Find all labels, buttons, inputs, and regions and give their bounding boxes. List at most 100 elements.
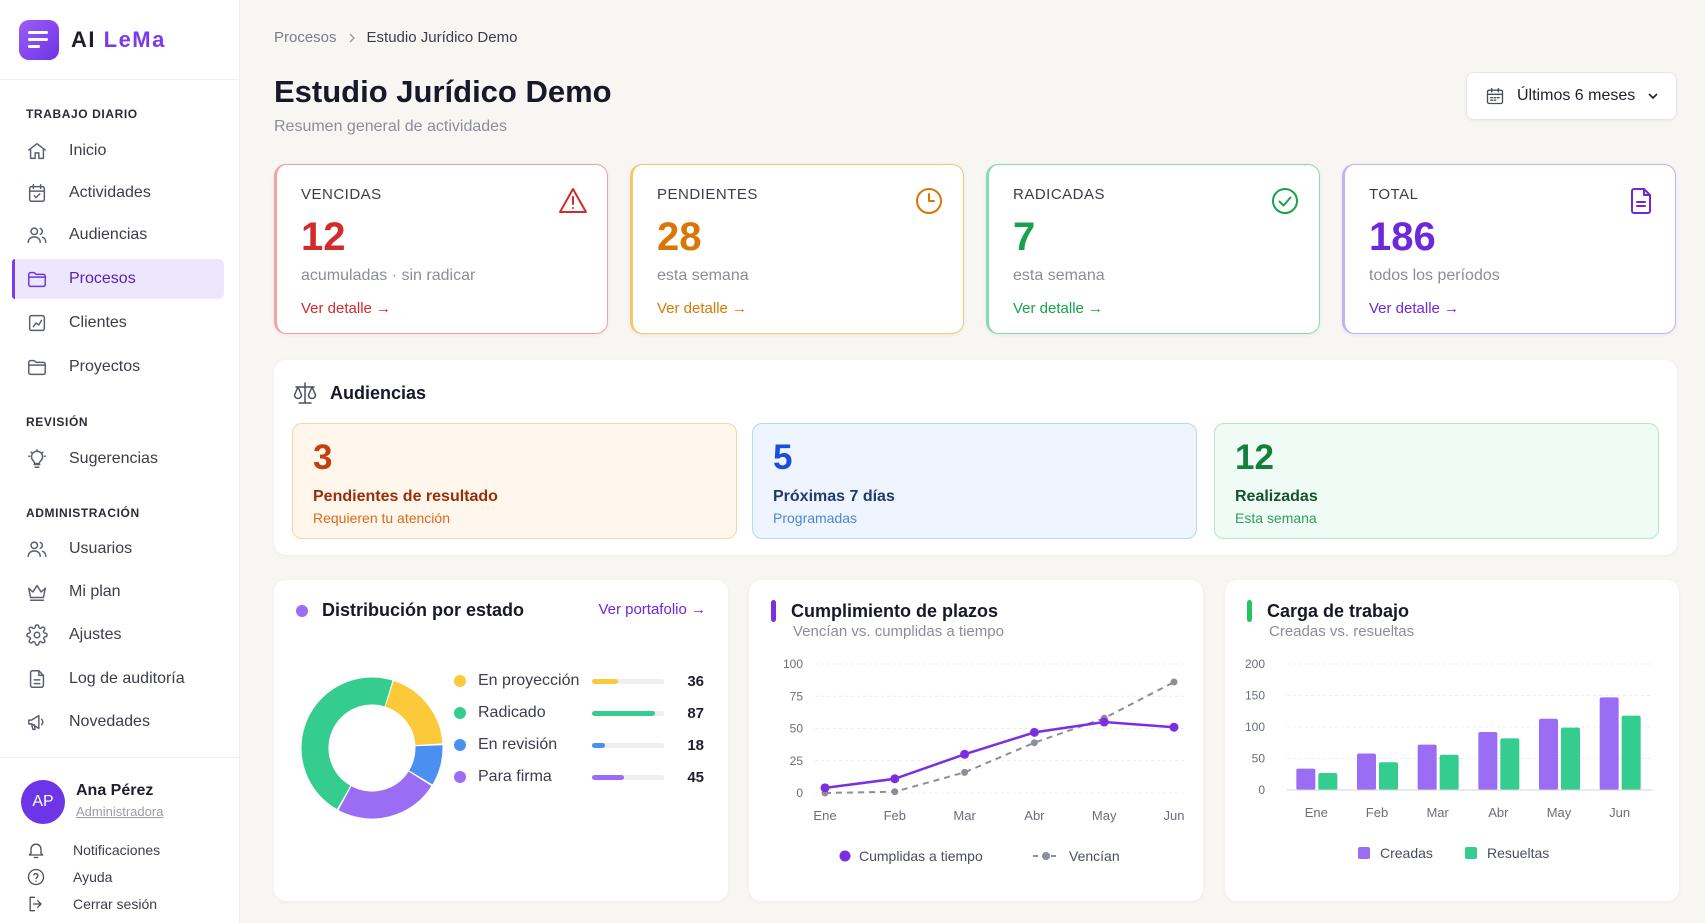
- bar[interactable]: [1539, 718, 1558, 790]
- donut-slice[interactable]: [300, 676, 444, 820]
- bar[interactable]: [1621, 715, 1641, 790]
- status-dot-icon: [454, 739, 466, 751]
- accent-bar-icon: [1247, 600, 1252, 622]
- purple-dot-icon: [296, 604, 308, 617]
- sidebar-item-log-auditoria[interactable]: Log de auditoría: [12, 659, 224, 699]
- kpi-detail-link[interactable]: Ver detalle →: [657, 300, 748, 317]
- megaphone-icon: [28, 714, 44, 731]
- sidebar-item-ajustes[interactable]: Ajustes: [12, 615, 224, 655]
- donut-chart: [300, 676, 444, 820]
- data-point[interactable]: [1169, 722, 1179, 732]
- kpi-card-vencidas[interactable]: VENCIDAS 12 acumuladas · sin radicar Ver…: [274, 164, 608, 334]
- sidebar-item-clientes[interactable]: Clientes: [12, 303, 224, 343]
- x-tick-label: Jun: [1164, 808, 1185, 823]
- data-point[interactable]: [960, 749, 970, 759]
- sidebar-item-procesos[interactable]: Procesos: [12, 259, 224, 299]
- y-tick-label: 75: [790, 689, 804, 703]
- status-legend-item[interactable]: Radicado 87: [454, 703, 704, 723]
- carga-subtitle: Creadas vs. resueltas: [1269, 623, 1415, 640]
- breadcrumb-item-procesos[interactable]: Procesos: [274, 29, 337, 46]
- file-icon: [1625, 185, 1657, 217]
- brand-name: AI LeMa: [71, 26, 166, 52]
- crown-icon: [28, 584, 46, 601]
- audiencias-header: Audiencias: [292, 380, 426, 406]
- bar[interactable]: [1500, 738, 1520, 790]
- donut-slice[interactable]: [300, 676, 444, 820]
- ver-portafolio-link[interactable]: Ver portafolio →: [598, 601, 706, 618]
- sidebar-item-mi-plan[interactable]: Mi plan: [12, 572, 224, 612]
- data-point[interactable]: [890, 774, 900, 784]
- legend-label: Creadas: [1380, 845, 1433, 861]
- kpi-card-total[interactable]: TOTAL 186 todos los períodos Ver detalle…: [1342, 164, 1676, 334]
- data-point[interactable]: [1099, 717, 1109, 727]
- nav-section-revision: REVISIÓN: [26, 415, 89, 429]
- clock-icon: [913, 185, 945, 217]
- audiencias-realizadas[interactable]: 12 Realizadas Esta semana: [1214, 423, 1659, 539]
- sidebar-item-label: Ajustes: [69, 626, 122, 643]
- bar[interactable]: [1561, 727, 1580, 790]
- sidebar-item-novedades[interactable]: Novedades: [12, 702, 224, 742]
- sidebar-item-sugerencias[interactable]: Sugerencias: [12, 439, 224, 479]
- kpi-card-pendientes[interactable]: PENDIENTES 28 esta semana Ver detalle →: [630, 164, 964, 334]
- kpi-value: 186: [1369, 215, 1436, 259]
- bar[interactable]: [1318, 772, 1338, 790]
- audiencias-pendientes[interactable]: 3 Pendientes de resultado Requieren tu a…: [292, 423, 737, 539]
- sidebar-item-audiencias[interactable]: Audiencias: [12, 215, 224, 255]
- kpi-card-radicadas[interactable]: RADICADAS 7 esta semana Ver detalle →: [986, 164, 1320, 334]
- audiencias-proximas[interactable]: 5 Próximas 7 días Programadas: [752, 423, 1197, 539]
- data-point[interactable]: [961, 768, 969, 776]
- brand[interactable]: AI LeMa: [0, 0, 239, 80]
- kpi-label: PENDIENTES: [657, 186, 758, 203]
- audiencias-box-subtitle: Requieren tu atención: [313, 510, 450, 526]
- data-point[interactable]: [820, 783, 830, 793]
- x-tick-label: May: [1547, 805, 1572, 820]
- status-dot-icon: [454, 771, 466, 783]
- carga-card: Carga de trabajo Creadas vs. resueltas 0…: [1225, 580, 1679, 901]
- cumplimiento-subtitle: Vencían vs. cumplidas a tiempo: [793, 623, 1004, 640]
- sidebar-item-actividades[interactable]: Actividades: [12, 173, 224, 213]
- status-legend-item[interactable]: En proyección 36: [454, 671, 704, 691]
- notifications-link[interactable]: Notificaciones: [26, 840, 160, 860]
- kpi-detail-link[interactable]: Ver detalle →: [301, 300, 392, 317]
- sidebar-item-usuarios[interactable]: Usuarios: [12, 529, 224, 569]
- data-point[interactable]: [1029, 727, 1039, 737]
- sidebar-item-label: Clientes: [69, 314, 127, 331]
- kpi-detail-link[interactable]: Ver detalle →: [1369, 300, 1460, 317]
- avatar[interactable]: AP: [21, 780, 65, 824]
- data-point[interactable]: [1170, 678, 1178, 686]
- x-tick-label: Feb: [1366, 805, 1388, 820]
- logout-link[interactable]: Cerrar sesión: [26, 894, 157, 914]
- distribucion-card: Distribución por estado Ver portafolio →…: [274, 580, 728, 901]
- y-tick-label: 25: [790, 754, 804, 768]
- bar[interactable]: [1478, 732, 1498, 790]
- kpi-detail-link[interactable]: Ver detalle →: [1013, 300, 1104, 317]
- bar[interactable]: [1599, 697, 1619, 790]
- period-select[interactable]: Últimos 6 meses: [1466, 72, 1677, 120]
- x-tick-label: Abr: [1488, 805, 1509, 820]
- bar[interactable]: [1357, 753, 1376, 790]
- status-bar-fill: [592, 742, 605, 748]
- carga-title: Carga de trabajo: [1267, 600, 1410, 621]
- gear-icon: [26, 624, 48, 646]
- data-point[interactable]: [891, 788, 899, 796]
- donut-slice[interactable]: [300, 676, 444, 820]
- donut-slice[interactable]: [300, 676, 444, 820]
- x-tick-label: Abr: [1024, 808, 1045, 823]
- sidebar-item-proyectos[interactable]: Proyectos: [12, 347, 224, 387]
- folder-icon: [28, 271, 46, 288]
- y-tick-label: 50: [790, 722, 804, 736]
- status-legend-item[interactable]: Para firma 45: [454, 767, 704, 787]
- status-legend-item[interactable]: En revisión 18: [454, 735, 704, 755]
- sidebar-item-inicio[interactable]: Inicio: [12, 131, 224, 171]
- data-point[interactable]: [1030, 739, 1038, 747]
- bar[interactable]: [1439, 754, 1459, 790]
- user-role[interactable]: Administradora: [76, 804, 164, 819]
- folder-icon: [28, 359, 46, 376]
- bar[interactable]: [1379, 762, 1398, 790]
- bar[interactable]: [1417, 744, 1437, 790]
- x-tick-label: May: [1092, 808, 1117, 823]
- status-bar-track: [592, 774, 664, 780]
- status-count: 36: [687, 672, 704, 690]
- help-link[interactable]: Ayuda: [26, 867, 112, 887]
- bar[interactable]: [1296, 768, 1316, 790]
